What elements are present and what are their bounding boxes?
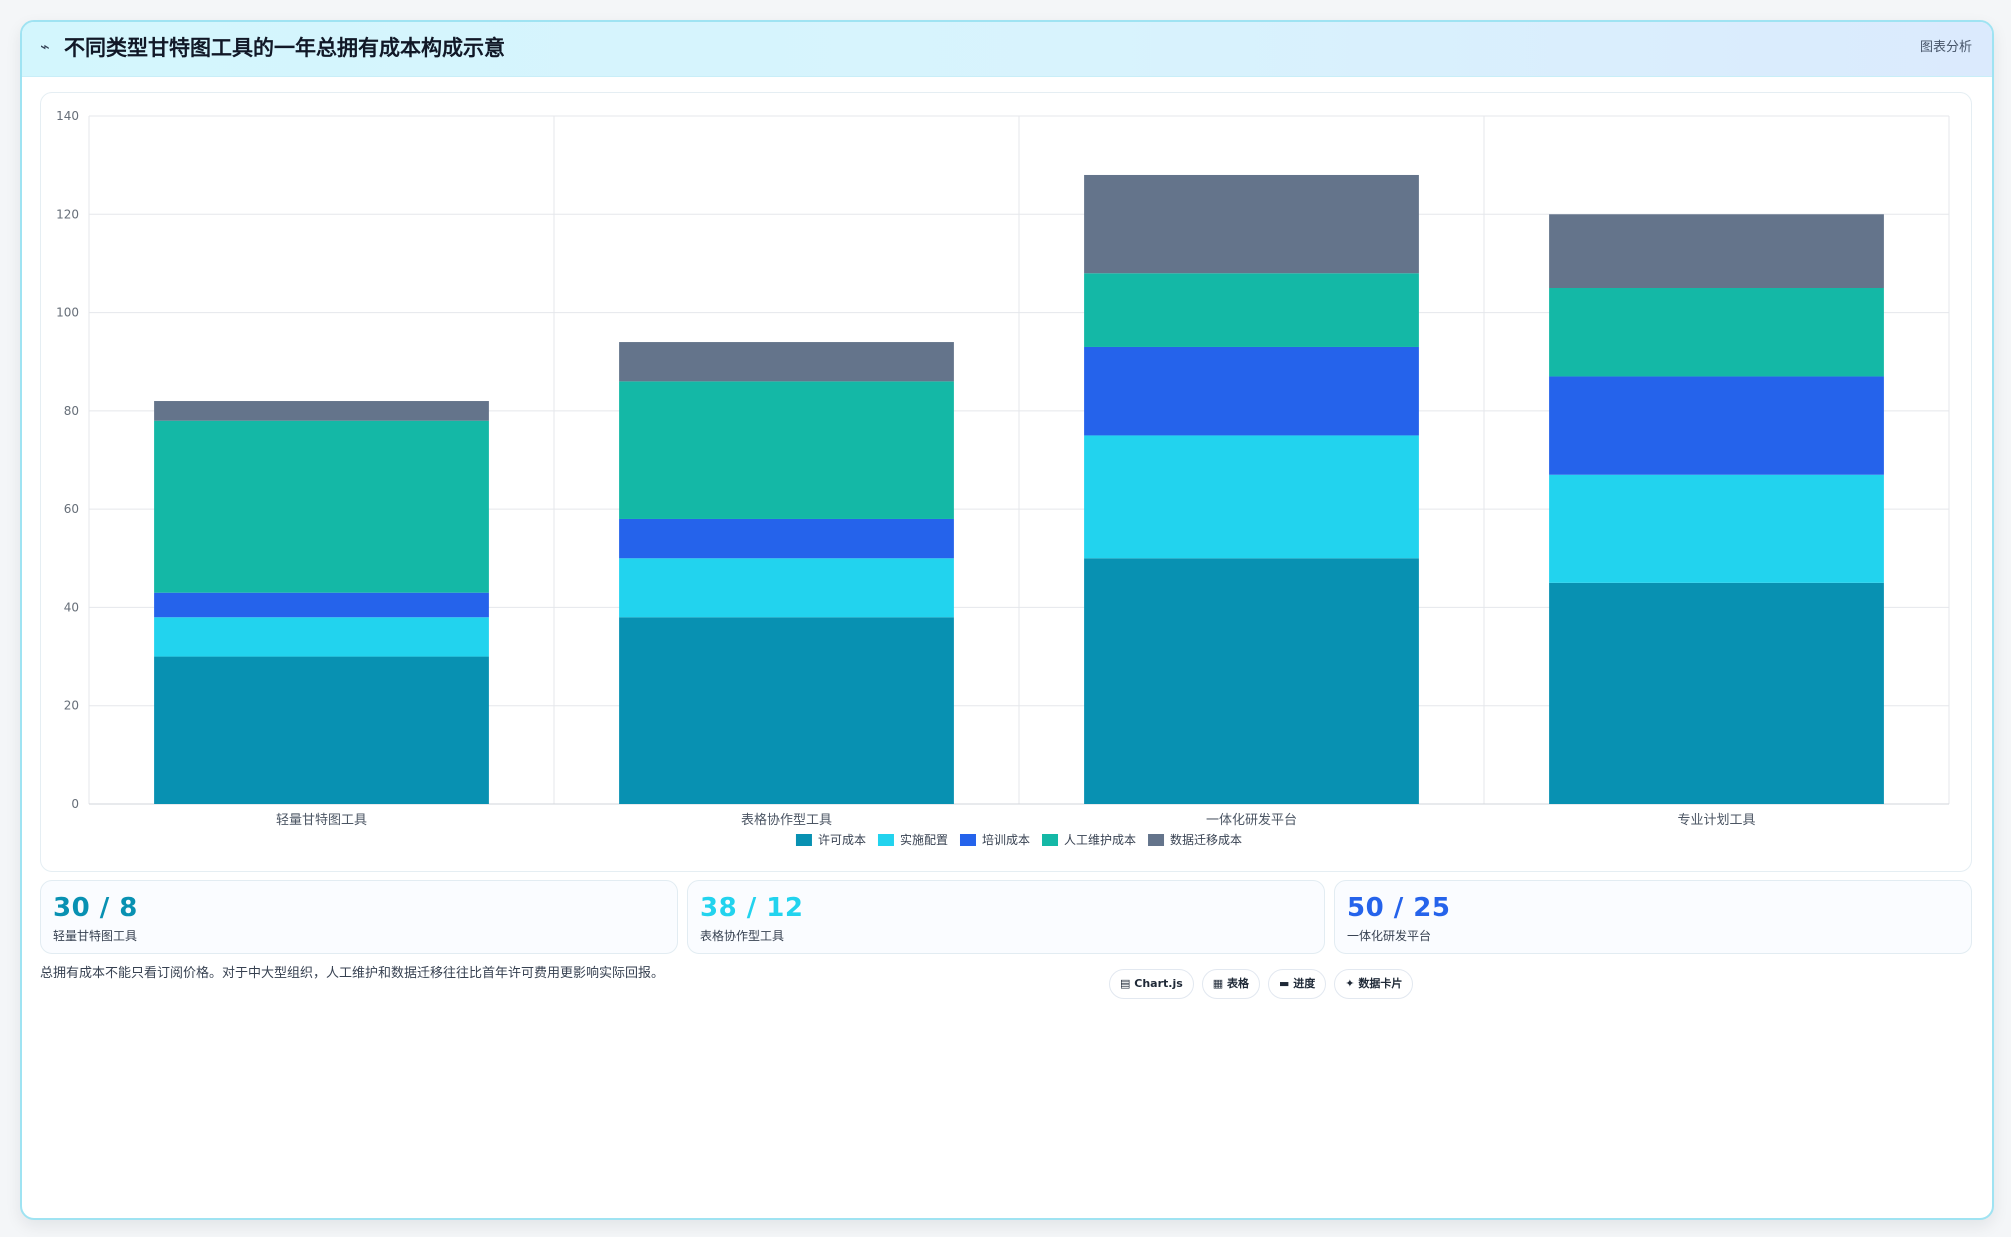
stat-card: 50 / 25 一体化研发平台 (1334, 880, 1972, 954)
panel-header: ⌁ 不同类型甘特图工具的一年总拥有成本构成示意 图表分析 (22, 22, 1992, 77)
bar-segment (1549, 474, 1884, 583)
stat-label: 表格协作型工具 (700, 929, 785, 943)
card-icon: ✦ (1345, 977, 1355, 990)
legend-label: 实施配置 (900, 832, 948, 847)
legend-label: 数据迁移成本 (1170, 832, 1242, 847)
bar-segment (154, 592, 489, 618)
legend-label: 人工维护成本 (1064, 833, 1136, 847)
y-tick-label: 100 (56, 306, 79, 320)
legend-swatch (877, 834, 894, 846)
chart-card: 0 20 40 60 80 100 120 140 轻量甘特图工具 表格协作型工具 一体化研发平台 专… (40, 92, 1972, 872)
bar-segment (1549, 214, 1884, 288)
legend-label: 许可成本 (818, 833, 866, 847)
y-tick-label: 140 (56, 109, 79, 123)
stat-card: 30 / 8 轻量甘特图工具 (40, 880, 678, 954)
legend-swatch (1042, 834, 1059, 846)
bar-segment (1549, 288, 1884, 377)
bar-segment (619, 342, 954, 382)
x-tick-label: 轻量甘特图工具 (276, 813, 367, 828)
bar-segment (1084, 558, 1419, 804)
progress-icon: ▬ (1279, 977, 1290, 990)
legend-swatch (1148, 834, 1165, 846)
stat-value: 30 / 8 (53, 893, 138, 923)
legend-label: 培训成本 (982, 832, 1030, 847)
bar-segment (619, 558, 954, 618)
y-tick-label: 120 (56, 207, 79, 221)
x-tick-label: 一体化研发平台 (1206, 812, 1297, 828)
stat-label: 轻量甘特图工具 (53, 929, 138, 943)
bar-segment (154, 617, 489, 657)
chart-icon: ▤ (1120, 977, 1131, 990)
chip-label: 数据卡片 (1358, 977, 1403, 990)
chip-label: Chart.js (1134, 977, 1183, 990)
chartjs-chip[interactable]: ▤ Chart.js (1109, 969, 1194, 999)
bar-segment (154, 401, 489, 421)
bar-segment (1084, 273, 1419, 347)
progress-chip[interactable]: ▬ 进度 (1268, 969, 1327, 999)
chip-label: 进度 (1293, 977, 1316, 990)
stat-card: 38 / 12 表格协作型工具 (687, 880, 1325, 954)
chart-panel: ⌁ 不同类型甘特图工具的一年总拥有成本构成示意 图表分析 0 20 40 60 80 10… (20, 20, 1994, 1220)
bar-segment (1549, 376, 1884, 475)
y-tick-label: 60 (64, 502, 79, 516)
table-icon: ▦ (1212, 977, 1224, 990)
footnote: 总拥有成本不能只看订阅价格。对于中大型组织，人工维护和数据迁移往往比首年许可费用… (40, 966, 665, 981)
y-tick-label: 0 (71, 797, 79, 811)
bar-segment (1084, 174, 1419, 274)
y-tick-label: 40 (64, 600, 79, 614)
x-tick-label: 表格协作型工具 (741, 812, 832, 828)
y-tick-label: 80 (64, 404, 79, 418)
stat-value: 38 / 12 (700, 893, 804, 923)
chip-label: 表格 (1227, 977, 1250, 990)
bar-segment (619, 617, 954, 804)
bar-segment (619, 381, 954, 519)
page-title: 不同类型甘特图工具的一年总拥有成本构成示意 (64, 36, 505, 60)
bar-segment (154, 420, 489, 593)
stacked-bar-chart: 0 20 40 60 80 100 120 140 轻量甘特图工具 表格协作型工具 一体化研发平台 专… (56, 109, 1950, 847)
bar-segment (1549, 582, 1884, 804)
y-tick-label: 20 (64, 699, 79, 713)
trend-line-icon: ⌁ (40, 37, 50, 56)
data-card-chip[interactable]: ✦ 数据卡片 (1334, 969, 1414, 999)
bar-segment (154, 656, 489, 804)
bar-segment (1084, 346, 1419, 436)
stat-label: 一体化研发平台 (1347, 929, 1432, 943)
x-tick-label: 专业计划工具 (1677, 813, 1755, 828)
stat-value: 50 / 25 (1347, 893, 1451, 923)
bar-segment (619, 518, 954, 559)
chart-analysis-tag[interactable]: 图表分析 (1919, 40, 1972, 55)
tech-chips: ▤ Chart.js ▦ 表格 ▬ 进度 ✦ 数据卡片 (1109, 969, 1414, 999)
bar-segment (1084, 435, 1419, 559)
table-chip[interactable]: ▦ 表格 (1201, 969, 1261, 999)
legend-swatch (959, 834, 976, 846)
legend-swatch (795, 834, 812, 846)
